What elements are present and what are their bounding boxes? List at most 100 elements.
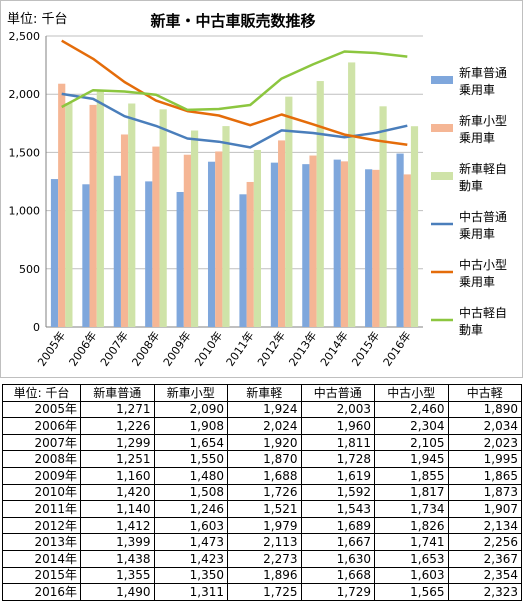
table-cell: 1,811 xyxy=(300,433,375,452)
bar xyxy=(239,194,247,327)
table-cell: 1,817 xyxy=(374,483,449,502)
table-cell: 1,920 xyxy=(227,433,302,452)
table-cell: 1,689 xyxy=(300,516,375,535)
table-header-cell: 新車普通 xyxy=(80,384,155,402)
table-cell: 1,630 xyxy=(300,549,375,568)
bar xyxy=(207,161,216,327)
table-cell: 1,490 xyxy=(80,583,155,601)
table-cell: 1,565 xyxy=(374,583,449,601)
legend-label: 動車 xyxy=(459,179,483,193)
y-tick-label: 2,500 xyxy=(9,30,41,43)
legend-label: 乗用車 xyxy=(459,131,495,145)
y-tick-label: 2,000 xyxy=(9,88,41,101)
bar xyxy=(215,151,223,327)
table-cell: 2012年 xyxy=(2,516,81,535)
legend-label: 動車 xyxy=(459,323,483,337)
table-cell: 1,420 xyxy=(80,483,155,502)
table-cell: 1,550 xyxy=(153,450,228,468)
table-cell: 1,508 xyxy=(153,483,228,502)
table-cell: 1,741 xyxy=(374,533,449,551)
table-row: 2007年 1,299 1,654 1,920 1,811 2,105 2,023 xyxy=(2,433,522,452)
table-cell: 2,354 xyxy=(447,566,522,585)
table-cell: 1,619 xyxy=(300,466,375,485)
legend-label: 中古軽自 xyxy=(459,305,507,320)
table-cell: 1,603 xyxy=(374,566,449,585)
x-tick-label: 2008年 xyxy=(129,329,163,369)
series-line xyxy=(61,39,408,147)
table-cell: 2,105 xyxy=(374,433,449,452)
bar xyxy=(340,161,349,327)
table-cell: 1,826 xyxy=(374,516,449,535)
x-tick-label: 2007年 xyxy=(97,329,131,369)
bar xyxy=(120,134,129,327)
table-cell: 2015年 xyxy=(2,566,81,585)
bar xyxy=(372,169,380,327)
table-cell: 2,023 xyxy=(447,433,522,452)
table-cell: 2,367 xyxy=(447,549,522,568)
table-cell: 2011年 xyxy=(2,500,81,518)
table-row: 2013年 1,399 1,473 2,113 1,667 1,741 2,256 xyxy=(2,533,522,551)
table-cell: 2009年 xyxy=(2,466,81,485)
bar xyxy=(65,103,73,327)
table-row: 2014年 1,438 1,423 2,273 1,630 1,653 2,367 xyxy=(2,549,522,568)
bar xyxy=(285,96,293,327)
table-row: 2010年 1,420 1,508 1,726 1,592 1,817 1,873 xyxy=(2,483,522,502)
x-tick-label: 2014年 xyxy=(317,329,351,369)
bar xyxy=(145,181,153,327)
legend-label: 中古小型 xyxy=(459,257,507,272)
table-row: 2006年 1,226 1,908 2,024 1,960 2,304 2,034 xyxy=(2,417,522,435)
table-cell: 1,729 xyxy=(300,583,375,601)
bar xyxy=(333,159,341,327)
table-cell: 1,908 xyxy=(153,417,228,435)
table-cell: 1,873 xyxy=(447,483,522,502)
bar xyxy=(89,104,97,327)
table-cell: 1,592 xyxy=(300,483,375,502)
y-tick-label: 500 xyxy=(19,263,40,276)
table-cell: 1,603 xyxy=(153,516,228,535)
bar xyxy=(278,140,286,327)
series-line xyxy=(61,50,408,112)
chart-frame: 新車・中古車販売数推移 単位: 千台 0 500 1,000 1,500 2,000 2,50… xyxy=(0,0,523,378)
table-cell: 1,734 xyxy=(374,500,449,518)
bar xyxy=(316,81,324,327)
table-body: 2005年 1,271 2,090 1,924 2,003 2,460 1,890 2006年… xyxy=(2,400,522,601)
table-cell: 1,226 xyxy=(80,417,155,435)
table-cell: 1,726 xyxy=(227,483,302,502)
table-cell: 2,113 xyxy=(227,533,302,551)
table-cell: 1,246 xyxy=(153,500,228,518)
bar xyxy=(96,91,104,327)
table-cell: 1,890 xyxy=(447,400,522,419)
table-cell: 1,271 xyxy=(80,400,155,419)
table-cell: 2,256 xyxy=(447,533,522,551)
table-cell: 2016年 xyxy=(2,583,81,601)
table-cell: 1,311 xyxy=(153,583,228,601)
table-cell: 2,460 xyxy=(374,400,449,419)
y-tick-label: 0 xyxy=(33,321,40,334)
table-cell: 1,979 xyxy=(227,516,302,535)
table-cell: 1,728 xyxy=(300,450,375,468)
table-header-cell: 新車軽 xyxy=(227,384,302,402)
bar xyxy=(190,130,199,327)
legend-swatch xyxy=(431,76,453,84)
table-cell: 2006年 xyxy=(2,417,81,435)
bar xyxy=(183,154,191,327)
bar xyxy=(176,191,184,327)
table-cell: 1,160 xyxy=(80,466,155,485)
table-cell: 2,090 xyxy=(153,400,228,419)
data-table: 単位: 千台 新車普通 新車小型 新車軽 中古普通 中古小型 中古軽 2005年 1,271 2… xyxy=(2,384,522,601)
table-cell: 2,323 xyxy=(447,583,522,601)
table-cell: 2007年 xyxy=(2,433,81,452)
table-header-row: 単位: 千台 新車普通 新車小型 新車軽 中古普通 中古小型 中古軽 xyxy=(2,384,522,402)
table-cell: 1,473 xyxy=(153,533,228,551)
table-cell: 1,725 xyxy=(227,583,302,601)
bar xyxy=(270,162,279,327)
bar xyxy=(302,164,310,327)
bar xyxy=(222,126,230,327)
table-header-cell: 単位: 千台 xyxy=(2,384,81,402)
bar xyxy=(152,146,160,327)
table-cell: 1,251 xyxy=(80,450,155,468)
bar xyxy=(50,179,59,327)
legend-label: 乗用車 xyxy=(459,83,495,97)
bar xyxy=(128,103,136,328)
chart: 新車・中古車販売数推移 単位: 千台 0 500 1,000 1,500 2,000 2,50… xyxy=(7,11,507,369)
